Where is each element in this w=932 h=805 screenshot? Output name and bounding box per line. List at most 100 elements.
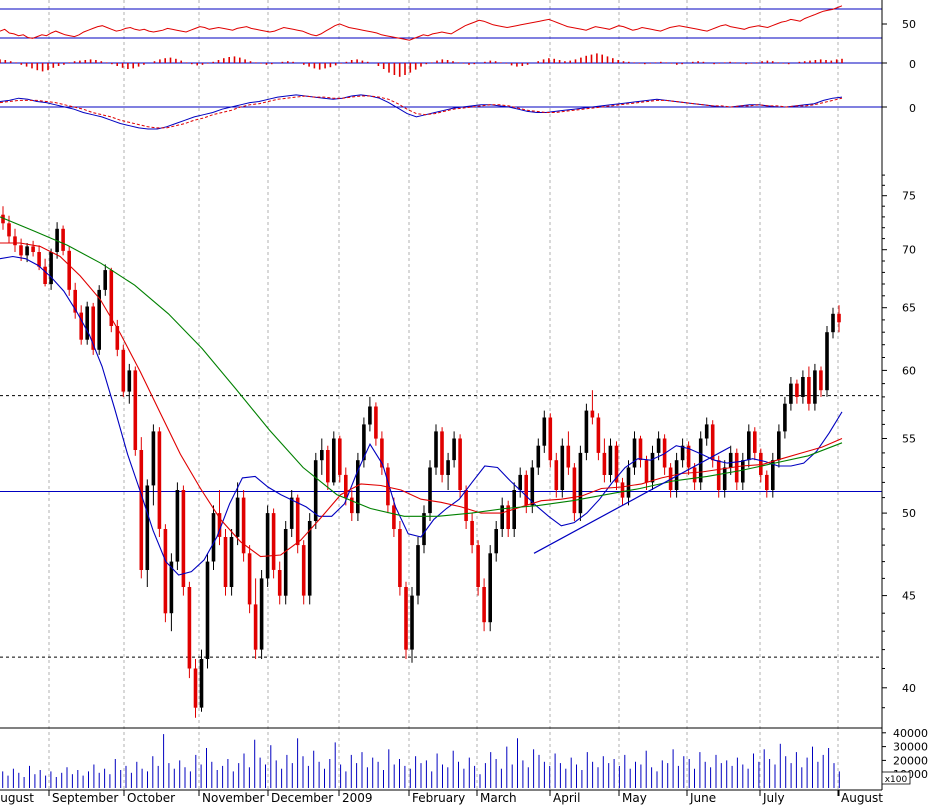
candle-body [307,521,312,596]
volume-multiplier-label: x100 [885,775,908,785]
candle-body [518,474,522,490]
price-tick-label: 40 [902,682,916,695]
oscillator-3-panel [0,94,882,130]
candle-body [181,490,186,587]
candle-body [644,460,649,483]
candle-body [398,529,402,587]
candle-body [795,383,799,397]
candle-body [710,424,715,461]
candle-body [656,438,661,453]
candle-body [831,313,835,333]
candle-body [596,417,601,453]
candle-body [716,460,721,490]
candle-body [476,545,480,587]
price-tick-label: 65 [902,302,916,315]
candle-body [368,406,372,425]
candle-body [103,270,107,290]
candle-body [741,460,745,483]
candle-body [650,452,655,483]
candle-body [295,497,300,546]
candle-body [121,349,126,392]
candle-body [115,326,120,350]
candle-body [332,438,336,483]
axis-layer [0,0,887,796]
month-label: August [841,791,883,805]
candle-body [13,236,17,246]
candle-body [554,460,559,490]
candle-body [277,570,282,596]
candle-body [584,410,589,453]
candle-body [506,505,510,529]
candle-body [229,537,234,587]
candle-body [386,467,390,506]
candle-body [440,431,444,475]
oscillator-1-panel [0,5,882,41]
candle-body [560,445,565,490]
candle-body [157,431,162,529]
candle-body [452,438,456,461]
candle-body [566,445,571,468]
month-label: June [689,791,716,805]
signal-line [0,95,843,129]
candle-body [380,438,384,468]
candle-body [374,406,378,439]
candle-body [97,289,101,350]
candle-body [825,332,829,391]
candle-body [632,438,637,468]
candle-body [765,474,769,490]
candle-body [235,497,240,537]
volume-panel [2,734,840,788]
candle-body [73,289,77,313]
candle-body [416,545,420,596]
candle-body [698,438,703,483]
candle-body [488,553,492,623]
candle-body [338,438,342,475]
month-label: March [480,791,517,805]
candle-body [789,383,793,404]
candle-body [350,497,354,514]
price-tick-label: 75 [902,190,916,203]
volume-multiplier-box [881,771,911,785]
month-label: November [202,791,264,805]
oscillator-1-tick-label: 50 [902,18,916,31]
candle-body [175,490,180,562]
candle-body [404,587,408,650]
candle-body [590,410,595,418]
candle-body [638,438,643,461]
candle-body [7,223,11,237]
candle-body [145,485,150,570]
month-label: September [52,791,118,805]
candle-body [470,521,474,546]
candle-body [392,505,396,529]
candle-body [193,668,198,708]
candle-body [542,417,547,446]
candle-body [819,370,823,391]
candle-body [91,306,95,350]
candle-body [362,424,366,461]
candle-body [801,377,805,397]
candle-body [434,431,438,468]
volume-tick-label: 40000 [893,727,928,740]
candle-body [19,245,23,256]
candle-body [61,228,65,251]
candle-body [536,445,541,468]
candle-body [223,537,228,587]
candle-body [626,467,631,498]
oscillator-1-line [0,5,843,41]
candle-body [524,474,528,506]
candle-body [692,467,697,483]
candle-body [205,561,210,659]
candle-body [217,513,222,537]
candle-body [67,250,71,290]
candle-body [747,431,751,461]
candle-body [356,460,360,514]
candle-body [446,460,450,475]
candle-body [241,497,246,554]
candle-body [777,431,781,461]
price-tick-label: 50 [902,507,916,520]
candle-body [572,467,577,514]
candle-body [79,312,83,340]
candle-body [133,370,138,450]
candle-body [464,490,468,521]
